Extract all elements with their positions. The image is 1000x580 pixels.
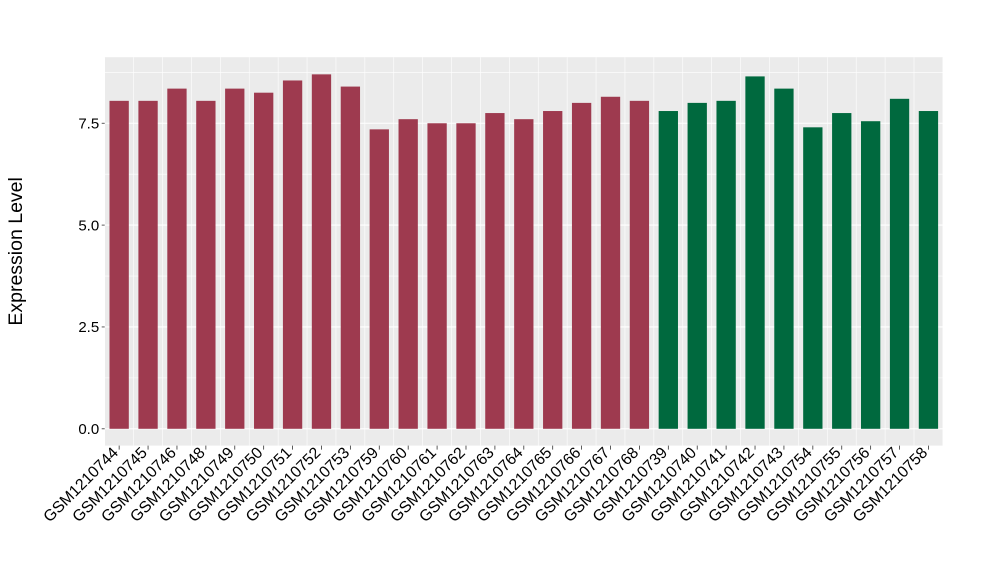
- svg-text:Expression Level: Expression Level: [5, 177, 27, 326]
- svg-text:5.0: 5.0: [78, 217, 99, 234]
- svg-text:2.5: 2.5: [78, 319, 99, 336]
- svg-text:0.0: 0.0: [78, 421, 99, 438]
- svg-text:7.5: 7.5: [78, 115, 99, 132]
